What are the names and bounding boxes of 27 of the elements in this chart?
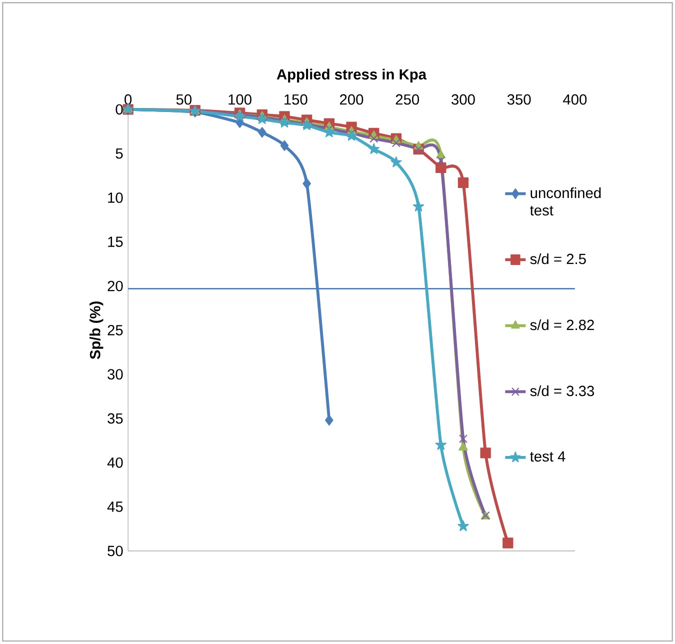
legend-label: s/d = 2.5 [530,254,586,264]
y-tick-label: 45 [107,502,123,512]
x-tick-label: 0 [124,94,132,105]
y-tick-label: 30 [108,369,123,380]
y-tick-label: 40 [107,458,123,468]
x-tick-label: 300 [452,94,475,105]
x-tick-label: 50 [176,94,192,105]
x-axis-title: Applied stress in Kpa [276,68,427,83]
legend-label: s/d = 3.33 [530,386,594,396]
y-tick-label: 10 [108,192,123,204]
y-tick-label: 0 [116,104,123,115]
x-tick-label: 150 [284,94,308,105]
y-tick-label: 5 [116,148,123,159]
y-tick-label: 50 [108,546,123,556]
y-tick-label: 35 [108,413,123,424]
y-tick-label: 15 [108,236,123,248]
y-axis-title: Sp/b (%) [90,302,104,360]
x-tick-label: 350 [507,94,531,105]
y-tick-label: 20 [108,281,123,292]
x-tick-label: 250 [396,94,420,105]
legend-label: unconfined test [530,188,601,216]
x-tick-label: 200 [340,94,364,105]
x-tick-label: 400 [563,94,587,105]
x-tick-label: 100 [228,94,252,105]
y-tick-label: 25 [108,325,123,336]
legend-label: test 4 [530,452,566,462]
legend-label: s/d = 2.82 [530,320,594,330]
